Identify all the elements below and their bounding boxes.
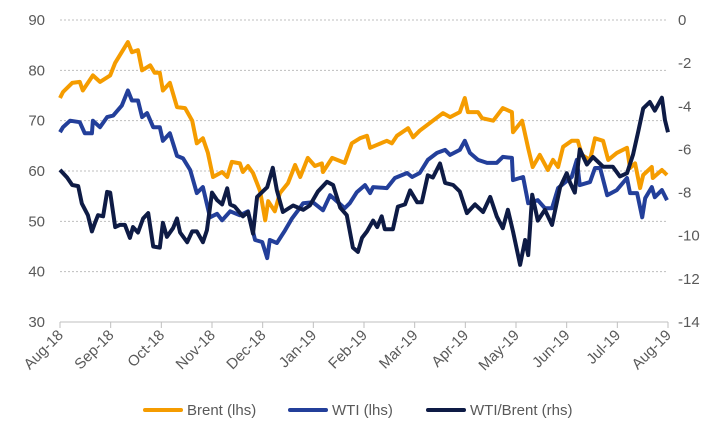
x-tick-label: Sep-18 <box>71 327 117 373</box>
legend-label: Brent (lhs) <box>187 402 256 419</box>
x-tick-label: Mar-19 <box>376 327 422 373</box>
x-tick-label: Apr-19 <box>428 327 472 371</box>
y-right-tick-label: -2 <box>678 55 691 72</box>
gridlines <box>60 19 668 273</box>
x-tick-label: Aug-18 <box>21 327 67 373</box>
y-right-tick-label: -14 <box>678 314 700 331</box>
axes: 30 40 50 60 70 80 90 -14 -12 -10 -8 -6 -4 -2 0 Aug-18 Se… <box>21 12 700 374</box>
x-tick-label: Dec-18 <box>223 327 269 373</box>
x-tick-label: Jan-19 <box>276 327 320 371</box>
y-left-tick-label: 30 <box>28 314 45 331</box>
y-left-tick-label: 80 <box>28 62 45 79</box>
y-left-tick-label: 50 <box>28 213 45 230</box>
y-right-tick-label: -4 <box>678 98 691 115</box>
legend-item: WTI/Brent (rhs) <box>426 402 573 419</box>
x-tick-label: Nov-18 <box>173 327 219 373</box>
x-tick-label: Jun-19 <box>529 327 573 371</box>
y-left-tick-label: 40 <box>28 264 45 281</box>
x-tick-label: Aug-19 <box>629 327 675 373</box>
series-lines <box>58 40 670 267</box>
legend-label: WTI (lhs) <box>332 402 393 419</box>
x-tick-label: Oct-18 <box>124 327 168 371</box>
y-right-tick-label: -10 <box>678 228 700 245</box>
x-tick-label: May-19 <box>475 327 522 374</box>
y-left-tick-label: 70 <box>28 113 45 130</box>
y-right-tick-label: 0 <box>678 12 686 29</box>
y-right-tick-label: -6 <box>678 141 691 158</box>
legend-item: Brent (lhs) <box>143 402 256 419</box>
series-line-brent <box>58 40 669 223</box>
y-left-tick-label: 90 <box>28 12 45 29</box>
legend-label: WTI/Brent (rhs) <box>470 402 573 419</box>
x-tick-label: Feb-19 <box>325 327 371 373</box>
y-left-tick-label: 60 <box>28 163 45 180</box>
x-tick-label: Jul-19 <box>583 327 624 368</box>
legend: Brent (lhs) WTI (lhs) WTI/Brent (rhs) <box>143 402 573 419</box>
y-right-tick-label: -8 <box>678 185 691 202</box>
y-right-tick-label: -12 <box>678 271 700 288</box>
legend-item: WTI (lhs) <box>288 402 393 419</box>
series-line-wti-brent-spread <box>58 95 670 267</box>
